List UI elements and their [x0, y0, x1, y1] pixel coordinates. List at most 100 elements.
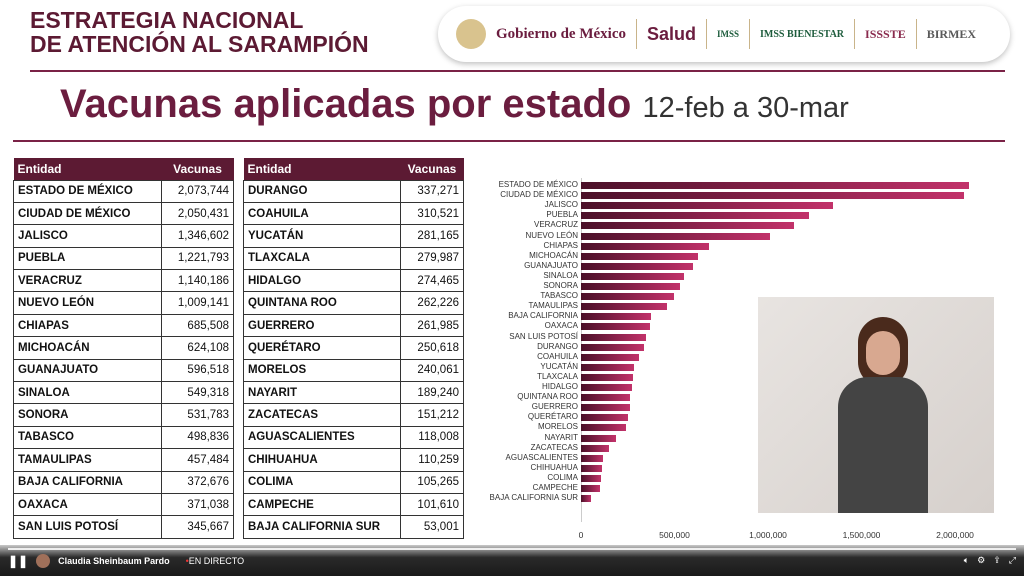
cell-entidad: HIDALGO	[243, 269, 401, 293]
cell-vacunas: 498,836	[161, 425, 234, 450]
x-tick-label: 1,500,000	[842, 530, 881, 540]
table-row: AGUASCALIENTES 118,008	[243, 425, 465, 450]
cell-vacunas: 337,271	[399, 179, 465, 203]
bar	[581, 384, 633, 391]
logo-birmex: BIRMEX	[926, 26, 977, 41]
cell-vacunas: 250,618	[399, 336, 465, 360]
table-row: QUERÉTARO 250,618	[243, 336, 465, 360]
cell-vacunas: 274,465	[399, 269, 465, 293]
table-row: TAMAULIPAS 457,484	[12, 448, 234, 472]
table-row: BAJA CALIFORNIA SUR 53,001	[243, 515, 465, 539]
bar	[581, 333, 646, 341]
bar	[581, 394, 631, 402]
table-left: Entidad Vacunas ESTADO DE MÉXICO 2,073,744 C…	[12, 158, 234, 539]
bar	[581, 242, 710, 250]
table-row: VERACRUZ 1,140,186	[12, 269, 234, 293]
cell-vacunas: 372,676	[161, 470, 234, 494]
category-label: SAN LUIS POTOSÍ	[509, 331, 578, 341]
cell-vacunas: 345,667	[161, 515, 234, 539]
cell-vacunas: 262,226	[399, 291, 465, 315]
cell-vacunas: 1,009,141	[161, 291, 234, 315]
bar	[581, 212, 810, 220]
table-row: CHIHUAHUA 110,259	[243, 448, 465, 472]
cell-entidad: NAYARIT	[243, 381, 401, 405]
cell-entidad: CHIAPAS	[12, 313, 163, 338]
bar	[581, 222, 795, 230]
coat-of-arms-icon	[456, 19, 486, 49]
cell-entidad: TAMAULIPAS	[12, 448, 163, 472]
table-row: MORELOS 240,061	[243, 358, 465, 383]
cell-entidad: TLAXCALA	[243, 246, 401, 271]
table-row: CAMPECHE 101,610	[243, 492, 465, 517]
fullscreen-icon[interactable]: ⤢	[1008, 555, 1016, 565]
category-label: MICHOACÁN	[529, 250, 578, 260]
title-text: Vacunas aplicadas por estado	[60, 82, 632, 126]
logo-salud: Salud	[646, 23, 696, 44]
bar	[581, 262, 693, 270]
category-label: JALISCO	[544, 200, 578, 210]
table-row: TABASCO 498,836	[12, 425, 234, 450]
col-header-vacunas: Vacunas	[400, 158, 464, 180]
settings-icon[interactable]: ⚙︎	[977, 555, 986, 565]
bar	[581, 293, 675, 301]
table-row: HIDALGO 274,465	[243, 269, 465, 293]
logo-gobierno: Gobierno de México	[496, 26, 626, 42]
cell-entidad: SONORA	[12, 403, 163, 427]
category-label: OAXACA	[544, 321, 578, 331]
category-label: PUEBLA	[546, 210, 578, 220]
video-player-bar: ❚❚ Claudia Sheinbaum Pardo •EN DIRECTO 🔈…	[0, 545, 1024, 576]
sign-language-interpreter-video	[758, 297, 994, 513]
table-row: CHIAPAS 685,508	[12, 313, 234, 338]
category-label: COLIMA	[547, 472, 578, 482]
cell-entidad: BAJA CALIFORNIA	[12, 470, 163, 494]
logo-imss-bienestar: IMSS BIENESTAR	[760, 28, 845, 40]
cell-entidad: JALISCO	[12, 224, 163, 248]
table-row: ESTADO DE MÉXICO 2,073,744	[12, 179, 234, 203]
interpreter-figure	[818, 317, 948, 513]
cell-vacunas: 1,221,793	[161, 246, 234, 271]
bar	[581, 192, 965, 200]
table-row: CIUDAD DE MÉXICO 2,050,431	[12, 201, 234, 226]
cell-vacunas: 549,318	[161, 381, 234, 405]
table-row: SONORA 531,783	[12, 403, 234, 427]
table-row: OAXACA 371,038	[12, 492, 234, 517]
category-label: GUERRERO	[531, 402, 578, 412]
cell-entidad: SAN LUIS POTOSÍ	[12, 515, 163, 539]
table-row: PUEBLA 1,221,793	[12, 246, 234, 271]
category-label: QUERÉTARO	[527, 412, 578, 422]
category-label: AGUASCALIENTES	[505, 452, 578, 462]
logo-imss: IMSS	[717, 29, 740, 39]
bar-chart: ESTADO DE MÉXICO CIUDAD DE MÉXICO JALISCO P…	[470, 176, 1010, 546]
category-label: VERACRUZ	[533, 220, 578, 230]
avatar	[36, 553, 51, 568]
category-label: BAJA CALIFORNIA SUR	[489, 493, 578, 503]
x-tick-label: 0	[578, 530, 584, 540]
channel-name[interactable]: Claudia Sheinbaum Pardo	[58, 555, 170, 566]
cell-vacunas: 1,346,602	[161, 224, 234, 248]
progress-bar[interactable]	[8, 548, 1016, 550]
category-label: QUINTANA ROO	[517, 392, 578, 402]
bar	[581, 424, 626, 432]
table-row: GUERRERO 261,985	[243, 313, 465, 338]
category-label: SINALOA	[543, 270, 578, 280]
table-row: COAHUILA 310,521	[243, 201, 465, 226]
cell-entidad: COAHUILA	[243, 201, 401, 226]
table-row: ZACATECAS 151,212	[243, 403, 465, 427]
bar	[581, 313, 651, 321]
pause-icon[interactable]: ❚❚	[8, 553, 29, 568]
bar	[581, 464, 602, 472]
table-row: SAN LUIS POTOSÍ 345,667	[12, 515, 234, 539]
campaign-title: ESTRATEGIA NACIONAL DE ATENCIÓN AL SARAMP…	[30, 8, 369, 56]
divider	[30, 70, 1005, 72]
cell-entidad: GUANAJUATO	[12, 358, 163, 383]
cell-vacunas: 281,165	[399, 224, 465, 248]
cell-vacunas: 624,108	[161, 336, 234, 360]
cell-vacunas: 371,038	[161, 492, 234, 517]
table-row: COLIMA 105,265	[243, 470, 465, 494]
cell-vacunas: 279,987	[399, 246, 465, 271]
bar	[581, 485, 600, 492]
share-icon[interactable]: ⇪	[993, 555, 1001, 565]
cell-entidad: TABASCO	[12, 425, 163, 450]
category-label: GUANAJUATO	[524, 260, 578, 270]
volume-icon[interactable]: 🔈︎	[963, 555, 970, 565]
